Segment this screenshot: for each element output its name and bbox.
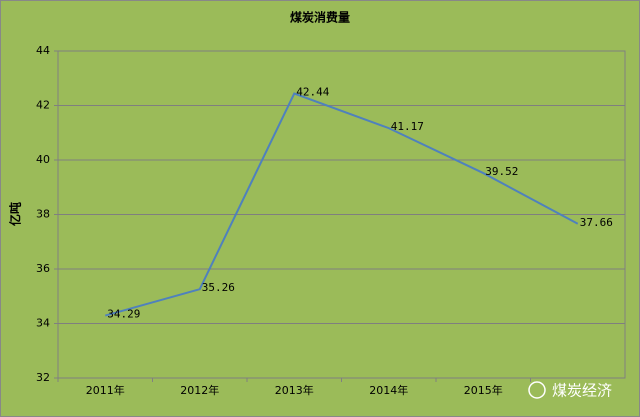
x-tick-label: 2011年 bbox=[86, 383, 125, 397]
x-tick-label: 2012年 bbox=[180, 383, 219, 397]
y-tick-label: 34 bbox=[36, 317, 50, 330]
y-tick-label: 40 bbox=[36, 153, 50, 166]
y-tick-label: 38 bbox=[36, 208, 50, 221]
y-tick-label: 32 bbox=[36, 371, 50, 384]
watermark: 煤炭经济 bbox=[528, 381, 612, 400]
x-tick-label: 2014年 bbox=[369, 383, 408, 397]
chart-title: 煤炭消费量 bbox=[290, 10, 350, 25]
data-label: 42.44 bbox=[296, 86, 329, 99]
data-label: 39.52 bbox=[485, 165, 518, 178]
watermark-text: 煤炭经济 bbox=[552, 382, 612, 400]
data-label: 35.26 bbox=[202, 281, 235, 294]
y-axis-label: 亿吨 bbox=[8, 202, 23, 226]
data-label: 37.66 bbox=[580, 216, 613, 229]
data-label: 41.17 bbox=[391, 120, 424, 133]
y-tick-label: 44 bbox=[36, 44, 50, 57]
x-tick-label: 2015年 bbox=[464, 383, 503, 397]
x-tick-label: 2013年 bbox=[275, 383, 314, 397]
watermark-icon bbox=[528, 381, 546, 399]
y-tick-label: 42 bbox=[36, 99, 50, 112]
line-series bbox=[104, 92, 579, 317]
y-tick-label: 36 bbox=[36, 262, 50, 275]
data-label: 34.29 bbox=[107, 308, 140, 321]
